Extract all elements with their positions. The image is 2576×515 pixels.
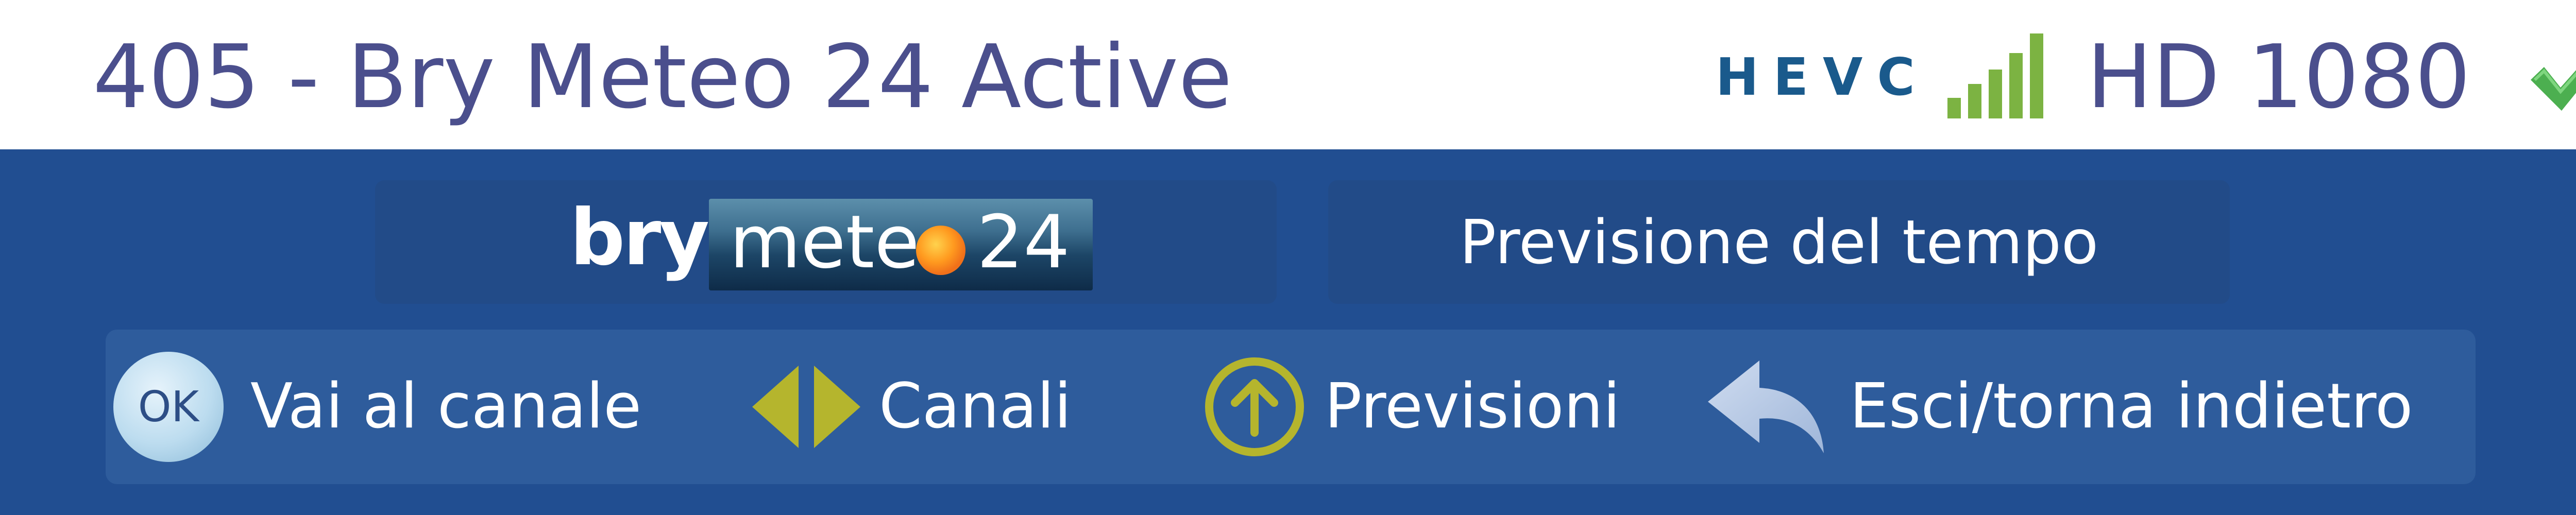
up-arrow-circle-icon: [1205, 357, 1304, 456]
left-right-arrows-icon: [752, 366, 860, 448]
channel-header: 405 - Bry Meteo 24 Active HEVC HD 1080: [0, 0, 2576, 149]
ok-button-icon[interactable]: OK: [113, 352, 224, 462]
help-item-forecasts[interactable]: Previsioni: [1203, 330, 1620, 484]
help-item-exit[interactable]: Esci/torna indietro: [1708, 330, 2413, 484]
signal-bars-icon: [1947, 33, 2043, 118]
help-label-forecasts: Previsioni: [1325, 371, 1620, 442]
logo-plate: mete 24: [709, 199, 1093, 290]
channel-title: 405 - Bry Meteo 24 Active: [93, 26, 1232, 128]
channel-description-box: Previsione del tempo: [1328, 180, 2230, 304]
help-bar: OK Vai al canale Canali Previsioni Esci/: [106, 330, 2476, 484]
channel-description: Previsione del tempo: [1459, 207, 2099, 278]
channel-logo-box: bry mete 24: [375, 180, 1277, 304]
help-label-channels: Canali: [879, 371, 1072, 442]
resolution-label: HD 1080: [2087, 26, 2471, 128]
help-item-ok[interactable]: OK Vai al canale: [113, 330, 641, 484]
checkmark-icon: [2531, 67, 2576, 111]
logo-text-bry: bry: [570, 193, 709, 283]
codec-badge: HEVC: [1716, 47, 1929, 107]
logo-text-meteo: mete: [730, 200, 920, 285]
logo-text-24: 24: [977, 200, 1070, 285]
sun-icon: [916, 226, 965, 275]
help-item-channels[interactable]: Canali: [752, 330, 1072, 484]
help-label-exit: Esci/torna indietro: [1850, 371, 2413, 442]
help-label-go-to-channel: Vai al canale: [250, 371, 642, 442]
back-arrow-icon: [1708, 360, 1824, 453]
